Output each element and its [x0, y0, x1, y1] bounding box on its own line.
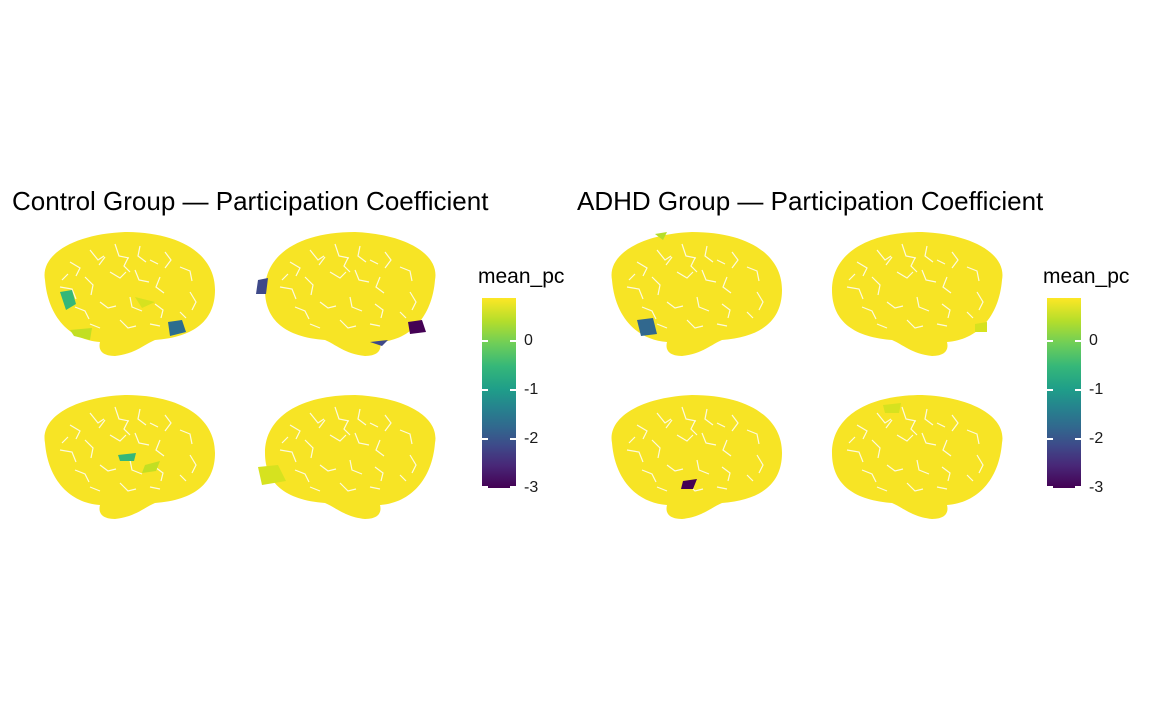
legend-title: mean_pc — [478, 265, 565, 288]
adhd-group-panel: ADHD Group — Participation Coefficient m… — [577, 0, 1154, 713]
control-brain-lateral-right — [44, 395, 215, 519]
tick-label: -1 — [524, 381, 539, 398]
control-brain-views — [44, 232, 436, 519]
adhd-brain-medial-left — [832, 232, 1003, 356]
panel-title: ADHD Group — Participation Coefficient — [577, 186, 1044, 216]
tick-label: -2 — [1089, 430, 1104, 447]
colorbar — [482, 298, 516, 488]
adhd-brain-lateral-left — [611, 232, 782, 356]
adhd-brain-medial-right — [832, 395, 1003, 519]
control-group-panel: Control Group — Participation Coefficien… — [12, 186, 565, 519]
tick-label: -2 — [524, 430, 539, 447]
panel-title: Control Group — Participation Coefficien… — [12, 186, 489, 216]
adhd-brain-views — [611, 232, 1003, 519]
colorbar — [1047, 298, 1081, 488]
legend-title: mean_pc — [1043, 265, 1130, 288]
tick-label: -3 — [524, 479, 539, 496]
tick-label: -3 — [1089, 479, 1104, 496]
control-brain-medial-right — [258, 395, 436, 519]
tick-label: 0 — [1089, 332, 1098, 349]
control-brain-medial-left — [256, 232, 436, 356]
control-brain-lateral-left — [44, 232, 215, 356]
adhd-brain-lateral-right — [611, 395, 782, 519]
tick-label: -1 — [1089, 381, 1104, 398]
tick-label: 0 — [524, 332, 533, 349]
